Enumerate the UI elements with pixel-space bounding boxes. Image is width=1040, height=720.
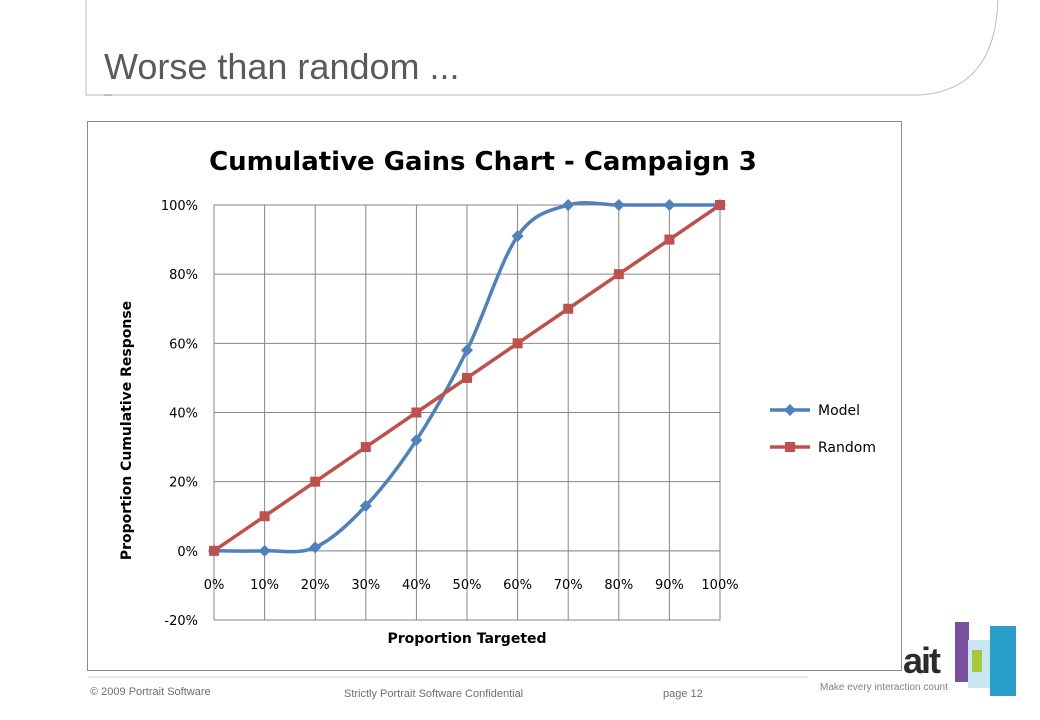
data-point-model [410, 434, 423, 447]
y-tick-label: 0% [177, 545, 198, 560]
data-point-random [462, 372, 472, 383]
x-tick-label: 30% [351, 578, 380, 593]
logo-bar-purple [955, 622, 969, 682]
data-point-model [461, 344, 473, 357]
x-tick-label: 100% [701, 578, 738, 593]
chart-title: Cumulative Gains Chart - Campaign 3 [209, 147, 757, 177]
data-point-model [663, 199, 676, 211]
x-tick-label: 60% [503, 578, 532, 593]
data-point-model [309, 541, 322, 554]
data-point-random [209, 545, 219, 556]
logo-panel-cyan [990, 626, 1016, 696]
slide-title: Worse than random ... [104, 46, 460, 87]
data-point-model [359, 499, 372, 512]
x-tick-label: 70% [554, 578, 583, 593]
data-point-random [512, 338, 523, 349]
x-axis-title: Proportion Targeted [387, 631, 546, 647]
x-tick-label: 0% [204, 578, 225, 593]
x-tick-label: 40% [402, 578, 431, 593]
data-point-random [664, 234, 675, 245]
legend-marker-model [784, 404, 796, 416]
x-tick-label: 20% [301, 578, 330, 593]
header-curve-line [85, 0, 999, 96]
y-tick-label: 40% [169, 407, 198, 422]
legend-label-model: Model [818, 403, 860, 419]
chart-area: Cumulative Gains Chart - Campaign 3 -20% 0… [87, 121, 902, 671]
y-tick-label: 20% [169, 476, 198, 491]
data-point-random [310, 476, 321, 487]
y-axis-title: Proportion Cumulative Response [119, 301, 135, 560]
portrait-logo-icon [955, 622, 1016, 696]
data-point-random [411, 407, 422, 418]
x-tick-label: 50% [453, 578, 482, 593]
brand-tagline: Make every interaction count [820, 682, 948, 693]
x-tick-label: 10% [250, 578, 279, 593]
y-tick-label: -20% [164, 614, 198, 629]
data-point-random [563, 303, 574, 314]
data-point-model [562, 199, 575, 211]
data-point-random [715, 200, 725, 210]
footer-confidential: Strictly Portrait Software Confidential [344, 688, 524, 700]
data-point-random [613, 269, 624, 280]
y-tick-label: 60% [169, 337, 198, 352]
y-tick-label: 100% [161, 199, 198, 214]
legend-marker-random [785, 442, 795, 452]
data-point-model [258, 544, 271, 557]
cumulative-gains-chart: Cumulative Gains Chart - Campaign 3 -20% 0… [119, 147, 876, 647]
data-point-random [259, 511, 270, 522]
logo-bar-lime [972, 650, 982, 672]
data-point-model [612, 199, 625, 211]
brand-wordmark: ait [903, 640, 941, 681]
y-tick-label: 80% [169, 268, 198, 283]
legend-label-random: Random [818, 440, 876, 456]
data-point-random [360, 442, 371, 453]
footer-copyright: © 2009 Portrait Software [90, 686, 211, 698]
x-tick-label: 80% [604, 578, 633, 593]
x-tick-label: 90% [655, 578, 684, 593]
footer-page-number: page 12 [663, 688, 703, 700]
